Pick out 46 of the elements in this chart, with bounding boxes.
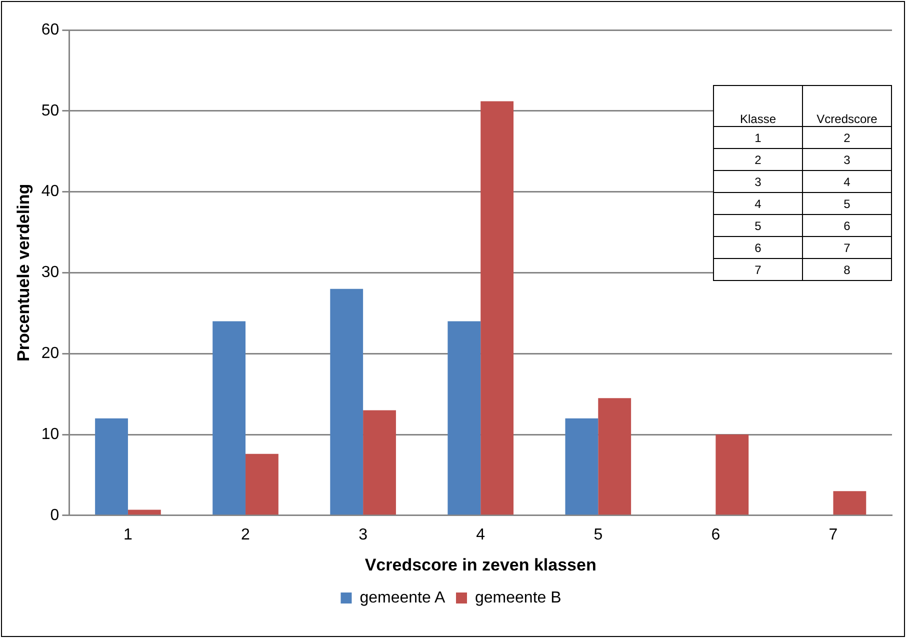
annotation: 8 <box>802 258 892 280</box>
bar <box>448 321 481 515</box>
annotation: 3 <box>802 148 892 170</box>
x-tick-label: 3 <box>358 526 368 544</box>
bar <box>598 398 632 515</box>
x-tick-label: 6 <box>711 526 720 544</box>
annotation: 6 <box>714 236 802 258</box>
x-axis-title: Vcredscore in zeven klassen <box>364 555 596 574</box>
bar <box>212 321 246 515</box>
annotation: 1 <box>714 126 802 148</box>
bar <box>833 491 866 515</box>
y-tick-label: 30 <box>41 264 60 282</box>
y-tick-label: 20 <box>41 345 60 362</box>
bar <box>363 410 396 515</box>
y-tick-label: 10 <box>41 426 60 443</box>
annotation: 2 <box>714 148 802 170</box>
annotation: 3 <box>714 170 802 192</box>
legend-label: gemeente A <box>360 589 446 606</box>
x-tick-label: 5 <box>594 526 603 544</box>
annotation: 5 <box>714 214 802 236</box>
x-tick-label: 2 <box>241 526 250 544</box>
y-tick-label: 40 <box>41 183 60 200</box>
y-tick-label: 0 <box>50 506 60 524</box>
bar <box>246 454 278 515</box>
x-tick-label: 7 <box>828 526 838 544</box>
annotation: 5 <box>802 192 892 214</box>
annotation: 7 <box>802 236 892 258</box>
legend-label: gemeente B <box>475 589 562 606</box>
y-axis-title: Procentuele verdeling <box>14 184 33 362</box>
annotation: 4 <box>802 170 892 192</box>
y-tick-label: 60 <box>41 21 60 38</box>
x-tick-label: 1 <box>124 526 133 544</box>
x-tick-label: 4 <box>476 526 486 544</box>
annotation: 2 <box>802 126 892 148</box>
bar <box>95 418 128 515</box>
annotation: Vcredscore <box>802 86 892 126</box>
bar <box>480 101 514 515</box>
annotation: 4 <box>714 192 802 214</box>
y-tick-label: 50 <box>41 102 60 120</box>
annotation: 7 <box>714 258 802 280</box>
annotation: Klasse <box>714 86 802 126</box>
annotation: 6 <box>802 214 892 236</box>
bar <box>716 434 749 515</box>
bar <box>128 510 161 515</box>
bar <box>330 288 364 515</box>
bar <box>565 418 598 515</box>
